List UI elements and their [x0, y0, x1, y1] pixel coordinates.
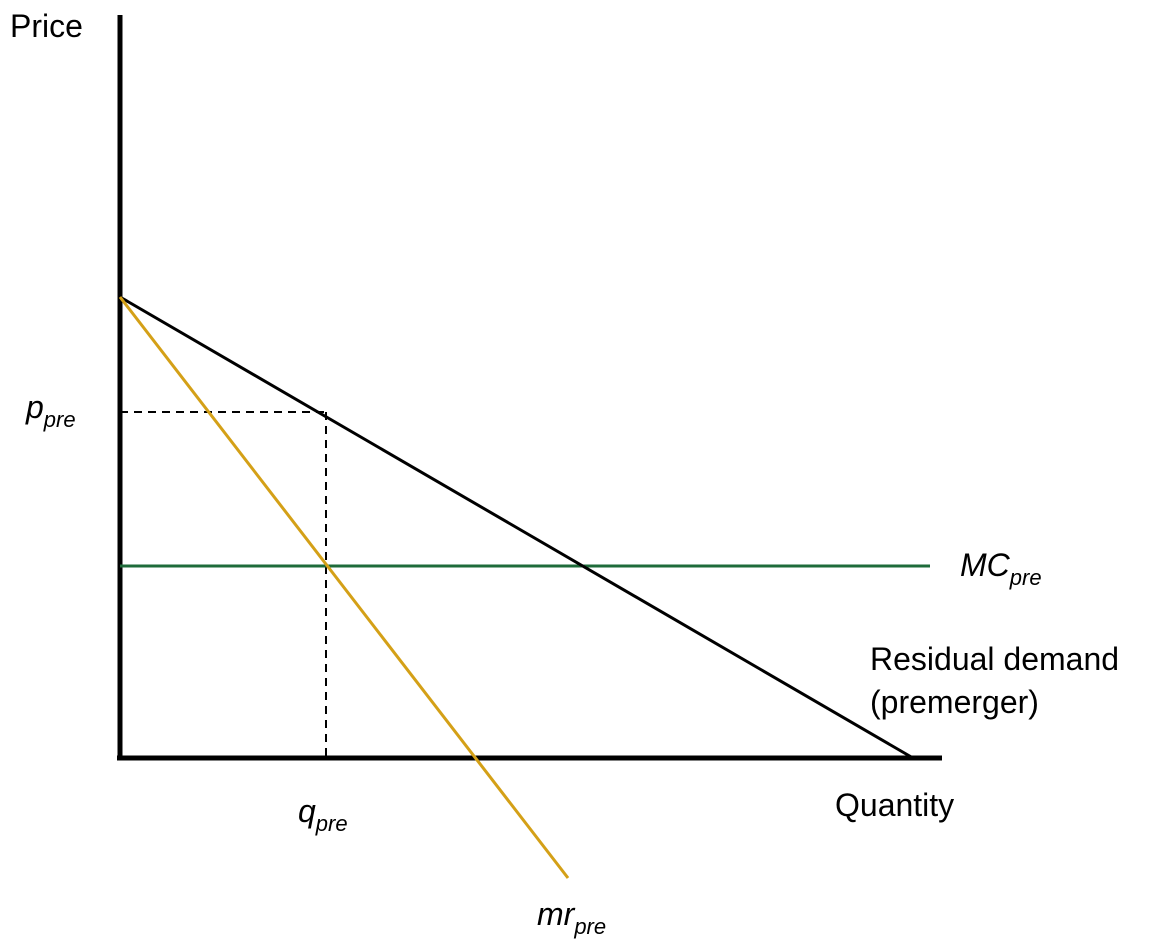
residual-demand-line	[119, 295, 914, 760]
demand-label-line1: Residual demand	[870, 641, 1119, 677]
mr-line	[118, 296, 570, 879]
mc-label-sub: pre	[1009, 565, 1042, 590]
quantity-label: qpre	[298, 793, 348, 836]
mr-label-main: mr	[537, 896, 576, 932]
quantity-label-sub: pre	[315, 811, 348, 836]
price-label-main: p	[25, 389, 44, 425]
price-label-sub: pre	[43, 407, 76, 432]
mc-label-main: MC	[960, 547, 1011, 583]
quantity-label-main: q	[298, 793, 316, 829]
demand-label-line2: (premerger)	[870, 684, 1039, 720]
price-label: ppre	[25, 389, 76, 432]
x-axis-label: Quantity	[835, 787, 954, 823]
mc-label: MCpre	[960, 547, 1042, 590]
mr-label-sub: pre	[573, 914, 606, 939]
mr-label: mrpre	[537, 896, 606, 939]
y-axis-label: Price	[10, 8, 83, 44]
